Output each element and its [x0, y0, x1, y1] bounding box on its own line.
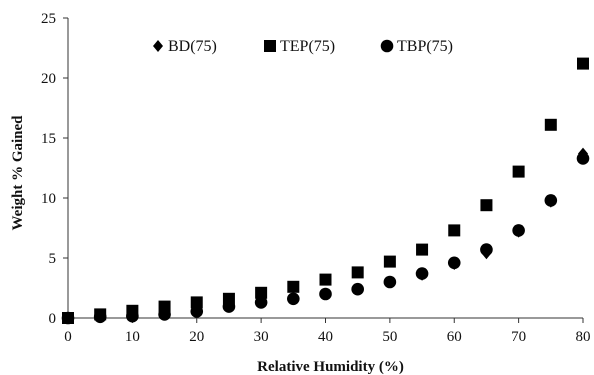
x-tick-label: 40: [318, 329, 333, 345]
y-tick-label: 0: [49, 311, 57, 327]
legend-circle-icon: [380, 39, 394, 53]
circle-point: [512, 224, 525, 237]
y-tick-label: 10: [41, 191, 56, 207]
x-tick-label: 10: [125, 329, 140, 345]
square-point: [319, 273, 332, 286]
x-tick-label: 0: [64, 329, 72, 345]
legend: BD(75) TEP(75) TBP(75): [153, 38, 453, 55]
series-circle: [61, 152, 590, 325]
legend-label: BD(75): [168, 38, 217, 55]
square-point: [480, 199, 493, 212]
data-points: [61, 57, 590, 325]
x-tick-label: 50: [382, 329, 397, 345]
x-axis-title: Relative Humidity (%): [257, 359, 404, 375]
circle-point: [415, 267, 429, 280]
square-point: [383, 255, 396, 268]
square-point: [448, 224, 461, 237]
legend-square-icon: [264, 40, 276, 52]
circle-point: [93, 310, 107, 324]
circle-point: [319, 287, 332, 301]
legend-label: TBP(75): [397, 38, 453, 55]
axes: [67, 18, 583, 319]
circle-point: [383, 275, 397, 289]
square-point: [416, 243, 429, 256]
circle-point: [351, 282, 364, 296]
square-point: [577, 57, 589, 70]
square-point: [351, 266, 364, 279]
square-point: [512, 165, 525, 178]
square-point: [190, 296, 203, 309]
series-square: [62, 57, 589, 324]
circle-point: [576, 152, 590, 165]
circle-point: [480, 243, 493, 256]
square-point: [544, 118, 557, 131]
square-point: [255, 286, 268, 299]
circle-point: [222, 300, 236, 313]
circle-point: [190, 305, 204, 318]
circle-point: [254, 296, 268, 309]
x-tick-label: 70: [511, 329, 526, 345]
circle-point: [158, 308, 171, 321]
y-tick-label: 5: [49, 251, 57, 267]
y-tick-label: 25: [41, 11, 56, 27]
square-point: [287, 280, 300, 293]
x-tick-label: 80: [576, 329, 591, 345]
circle-point: [126, 309, 139, 323]
legend-diamond-icon: [153, 40, 163, 52]
y-axis-title: Weight % Gained: [10, 115, 26, 231]
x-tick-label: 30: [254, 329, 269, 345]
y-tick-label: 15: [41, 131, 56, 147]
circle-point: [544, 194, 558, 207]
circle-point: [447, 256, 461, 270]
circle-point: [287, 292, 300, 306]
x-tick-label: 60: [447, 329, 462, 345]
circle-point: [61, 311, 75, 325]
y-tick-label: 20: [41, 71, 56, 87]
x-tick-label: 20: [189, 329, 204, 345]
tick-labels: 0 10 20 30 40 50 60 70 80 0 5 10 15 20 25: [41, 11, 591, 345]
legend-label: TEP(75): [280, 38, 335, 55]
